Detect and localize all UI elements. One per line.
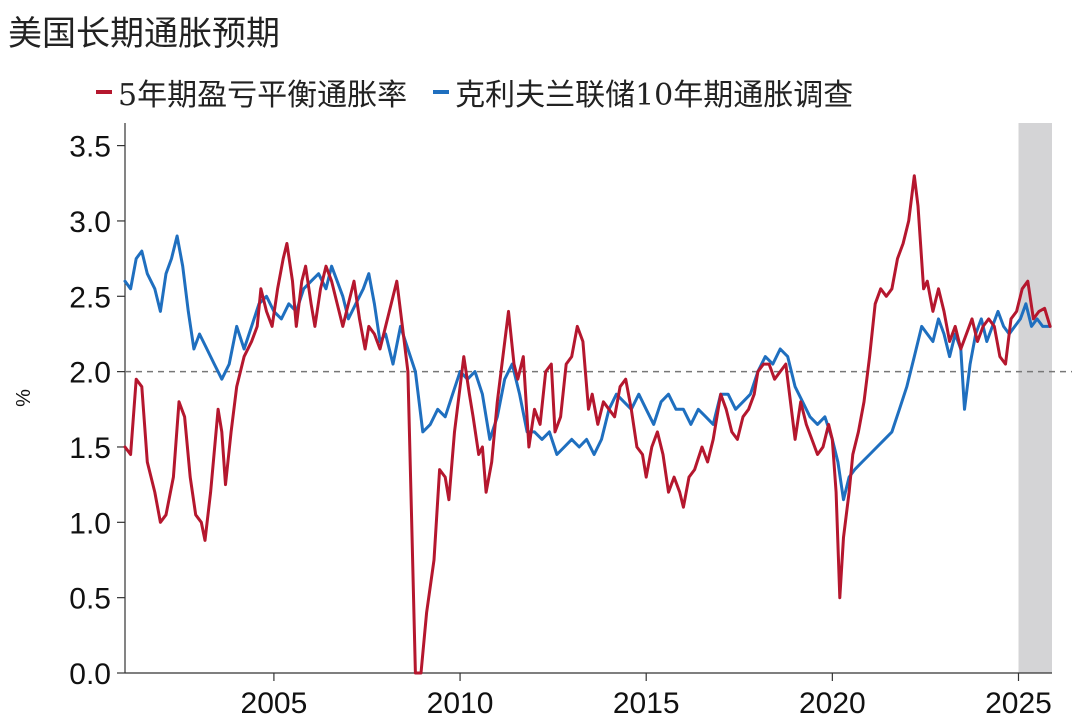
y-axis-label: % (13, 389, 35, 407)
y-tick-label: 0.0 (69, 658, 111, 691)
legend-item-breakeven: 5年期盈亏平衡通胀率 (96, 70, 407, 114)
y-tick-label: 3.5 (69, 131, 111, 164)
x-tick-label: 2015 (613, 687, 680, 720)
legend-label-cleveland-survey: 克利夫兰联储10年期通胀调查 (455, 78, 854, 113)
legend-swatch-breakeven (96, 90, 112, 94)
chart-title: 美国长期通胀预期 (8, 14, 280, 54)
shaded-region-layer (1018, 123, 1052, 673)
axes-layer (117, 123, 1072, 681)
legend: 5年期盈亏平衡通胀率 克利夫兰联储10年期通胀调查 (96, 70, 879, 114)
series-line-breakeven (123, 174, 1052, 675)
y-tick-label: 1.0 (69, 507, 111, 540)
y-tick-label: 1.5 (69, 432, 111, 465)
series-layer (123, 174, 1052, 675)
legend-swatch-cleveland-survey (433, 90, 450, 94)
shaded-region (1018, 123, 1052, 673)
series-line-cleveland-survey (123, 234, 1052, 502)
tick-label-layer: 0.0 0.5 1.0 1.5 2.0 2.5 3.0 3.5 2005 2010 2015 2020… (13, 131, 1052, 720)
x-tick-label: 2010 (427, 687, 494, 720)
y-tick-label: 0.5 (69, 583, 111, 616)
x-tick-label: 2005 (241, 687, 308, 720)
y-tick-label: 3.0 (69, 206, 111, 239)
x-tick-label: 2020 (799, 687, 866, 720)
legend-label-breakeven: 5年期盈亏平衡通胀率 (118, 78, 408, 113)
y-tick-label: 2.5 (69, 281, 111, 314)
y-tick-label: 2.0 (69, 357, 111, 390)
legend-item-cleveland-survey: 克利夫兰联储10年期通胀调查 (433, 70, 853, 114)
x-tick-label: 2025 (985, 687, 1052, 720)
